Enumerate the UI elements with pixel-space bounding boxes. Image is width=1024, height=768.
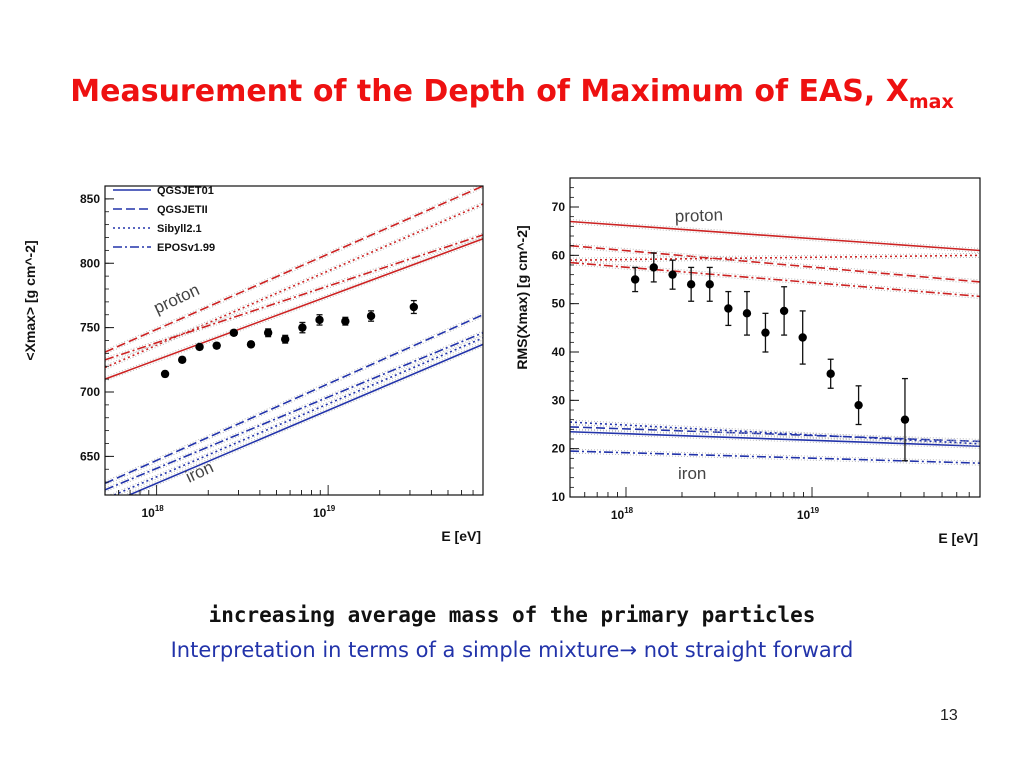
legend-entry-0: QGSJET01: [157, 185, 214, 197]
y-tick-label: 30: [552, 393, 566, 407]
y-tick-label: 10: [552, 490, 566, 504]
data-point-11: [854, 400, 863, 410]
model-line-iron-dashed: [105, 314, 483, 485]
model-band-4: [132, 345, 483, 495]
caption-interpretation: Interpretation in terms of a simple mixt…: [170, 638, 854, 662]
legend-entry-1: QGSJETII: [157, 204, 208, 216]
model-line-iron-dotted: [570, 421, 980, 445]
model-line-iron-dashdot: [105, 332, 483, 491]
model-line-proton-dotted: [570, 254, 980, 261]
model-line-proton-solid: [570, 220, 980, 252]
page-number: 13: [940, 707, 958, 724]
y-tick-label: 50: [552, 297, 566, 311]
x-tick-label: 1019: [313, 504, 336, 520]
data-point-8: [298, 323, 307, 332]
model-line-iron-dotted: [112, 337, 483, 495]
model-band-5: [105, 312, 483, 482]
model-band-4: [123, 341, 483, 495]
data-point-0: [160, 369, 170, 379]
model-band-3: [105, 236, 483, 363]
model-band-3: [105, 232, 483, 359]
x-tick-label: 1018: [141, 504, 164, 520]
data-point-1: [649, 263, 658, 272]
data-point-6: [263, 328, 273, 337]
model-band-5: [570, 428, 980, 444]
data-point-6: [742, 309, 752, 318]
data-point-12: [409, 302, 419, 312]
data-point-9: [798, 333, 807, 342]
annotation-iron: iron: [678, 464, 706, 483]
model-line-proton-solid: [105, 238, 483, 380]
model-band-7: [105, 330, 483, 489]
y-tick-label: 700: [80, 385, 100, 399]
data-point-3: [686, 280, 696, 289]
model-band-0: [570, 223, 980, 253]
data-point-10: [341, 316, 350, 326]
y-tick-label: 800: [80, 256, 100, 270]
legend-entry-2: Sibyll2.1: [157, 223, 202, 235]
xmax-mean-chart: 650 700 750 800 850 1018 1019 E [eV] <Xmax> [g c…: [15, 160, 490, 560]
data-point-12: [900, 415, 910, 424]
x-axis-label: E [eV]: [938, 530, 978, 546]
model-band-1: [570, 247, 980, 285]
slide-title: Measurement of the Depth of Maximum of E…: [70, 74, 954, 113]
y-tick-label: 750: [80, 321, 100, 335]
model-line-iron-dashdot: [570, 450, 980, 464]
arrow-icon: →: [619, 638, 638, 662]
model-line-iron-solid: [570, 430, 980, 448]
caption-bold: increasing average mass of the primary p…: [208, 603, 816, 627]
model-line-proton-dashed: [105, 186, 483, 353]
model-band-6: [570, 423, 980, 447]
y-tick-label: 850: [80, 192, 100, 206]
legend-entry-3: EPOSv1.99: [157, 242, 215, 254]
annotation-proton: proton: [674, 205, 723, 226]
y-tick-label: 650: [80, 449, 100, 463]
model-band-6: [117, 339, 483, 495]
model-line-iron-dashed: [570, 426, 980, 443]
model-band-6: [108, 335, 483, 495]
x-tick-label: 1019: [797, 506, 820, 522]
xmax-rms-chart: 10 20 30 40 50 60 70 1018 1019 E [eV] RMS(Xmax) [g…: [512, 160, 987, 560]
model-band-1: [570, 243, 980, 281]
y-tick-label: 20: [552, 442, 566, 456]
y-tick-label: 70: [552, 200, 566, 214]
model-line-proton-dashdot: [570, 261, 980, 298]
data-point-2: [668, 270, 677, 279]
model-line-proton-dashed: [570, 244, 980, 283]
data-point-1: [178, 355, 187, 365]
annotation-iron: iron: [183, 457, 217, 486]
y-tick-label: 40: [552, 345, 566, 359]
data-point-4: [229, 328, 239, 337]
data-point-0: [630, 275, 640, 284]
model-band-6: [570, 419, 980, 443]
data-point-4: [705, 280, 714, 289]
data-point-7: [761, 328, 770, 337]
data-point-9: [315, 315, 324, 325]
model-line-iron-solid: [127, 343, 483, 495]
model-band-5: [105, 316, 483, 486]
model-band-3: [570, 260, 980, 295]
x-axis-label: E [eV]: [441, 528, 481, 544]
model-band-7: [105, 334, 483, 493]
model-band-0: [570, 219, 980, 249]
data-point-2: [195, 342, 204, 352]
data-point-7: [281, 335, 290, 344]
data-point-11: [366, 311, 376, 321]
model-band-7: [570, 448, 980, 462]
model-line-proton-dashdot: [105, 234, 483, 361]
plot-frame: [569, 177, 981, 498]
model-band-0: [105, 240, 483, 382]
y-axis-label: <Xmax> [g cm^-2]: [22, 240, 38, 360]
model-band-0: [105, 236, 483, 378]
y-axis-label: RMS(Xmax) [g cm^-2]: [514, 225, 530, 369]
x-tick-label: 1018: [611, 506, 634, 522]
model-line-proton-dotted: [105, 203, 483, 369]
y-tick-label: 60: [552, 248, 566, 262]
model-band-3: [570, 264, 980, 299]
data-point-8: [779, 306, 789, 316]
data-point-5: [246, 340, 256, 349]
data-point-5: [724, 304, 733, 313]
data-point-10: [826, 369, 835, 378]
data-point-3: [212, 341, 221, 350]
